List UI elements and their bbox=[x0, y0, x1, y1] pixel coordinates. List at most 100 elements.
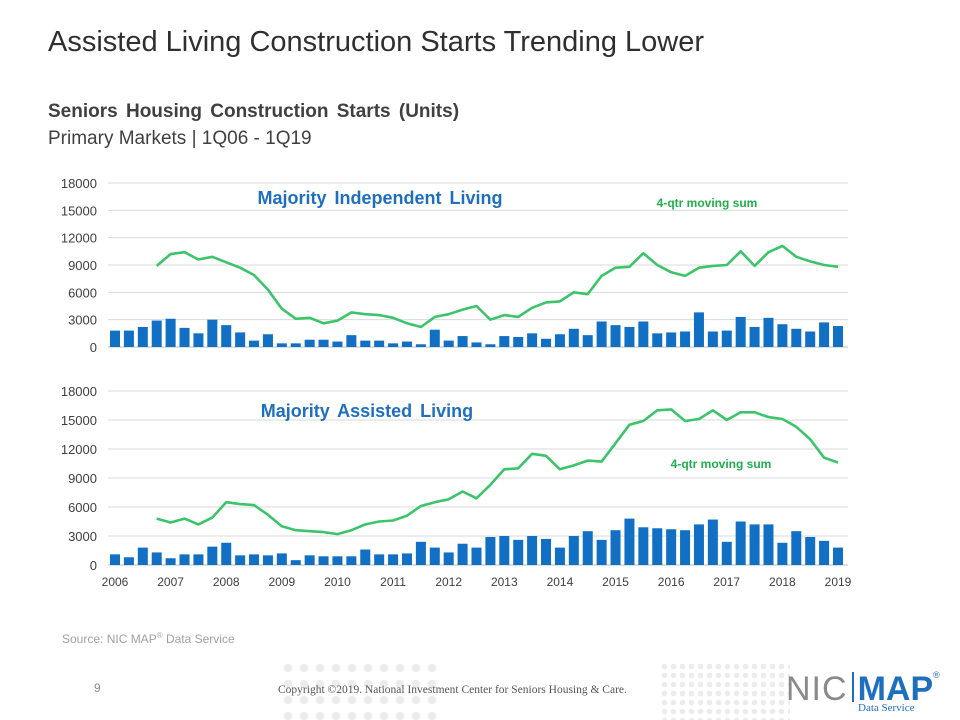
y-tick-label: 3000 bbox=[68, 529, 97, 544]
bar bbox=[304, 555, 315, 565]
bar bbox=[276, 343, 287, 347]
bar bbox=[388, 343, 399, 347]
bar bbox=[735, 521, 746, 565]
x-tick-label: 2012 bbox=[435, 575, 462, 589]
x-tick-label: 2009 bbox=[268, 575, 295, 589]
y-tick-label: 6000 bbox=[68, 285, 97, 300]
bar bbox=[763, 317, 774, 347]
bar bbox=[207, 319, 218, 347]
bar bbox=[610, 530, 621, 565]
bar bbox=[499, 336, 510, 347]
bar bbox=[290, 343, 301, 347]
y-tick-label: 3000 bbox=[68, 313, 97, 328]
bar bbox=[346, 335, 357, 347]
bar bbox=[819, 322, 830, 347]
bar bbox=[235, 332, 246, 347]
bar bbox=[707, 331, 718, 347]
y-tick-label: 12000 bbox=[61, 442, 97, 457]
bar bbox=[527, 333, 538, 347]
assisted-living-panel: 0 3000 6000 9000 12000 15000 18000 Majority Ass… bbox=[61, 384, 848, 573]
bar bbox=[749, 524, 760, 565]
bar bbox=[610, 325, 621, 347]
source-note: Source: NIC MAP® Data Service bbox=[62, 631, 235, 646]
y-tick-label: 12000 bbox=[61, 231, 97, 246]
bar bbox=[346, 556, 357, 565]
bar bbox=[693, 524, 704, 565]
panel-label: Majority Independent Living bbox=[257, 188, 502, 208]
bar bbox=[374, 340, 385, 347]
moving-sum-label: 4-qtr moving sum bbox=[671, 457, 772, 471]
x-tick-label: 2014 bbox=[547, 575, 574, 589]
bar bbox=[388, 554, 399, 565]
bar bbox=[290, 560, 301, 565]
bar bbox=[137, 547, 148, 565]
bar bbox=[527, 536, 538, 565]
bar bbox=[680, 331, 691, 347]
decorative-dots-left bbox=[280, 660, 440, 720]
bar bbox=[582, 531, 593, 565]
bar bbox=[207, 546, 218, 565]
bar bbox=[541, 538, 552, 565]
chart-title: Seniors Housing Construction Starts (Uni… bbox=[48, 101, 460, 122]
x-tick-label: 2016 bbox=[658, 575, 685, 589]
slide-title: Assisted Living Construction Starts Tren… bbox=[48, 26, 705, 58]
bar bbox=[262, 555, 273, 565]
bar bbox=[499, 536, 510, 565]
bar bbox=[221, 542, 232, 565]
bar bbox=[624, 326, 635, 347]
bar bbox=[666, 332, 677, 347]
bar bbox=[721, 330, 732, 347]
bar bbox=[193, 554, 204, 565]
independent-living-panel: 0 3000 6000 9000 12000 15000 18000 Majority Ind… bbox=[61, 176, 848, 355]
bar bbox=[568, 328, 579, 347]
bar bbox=[179, 327, 190, 347]
bar bbox=[554, 547, 565, 565]
logo-subtitle: Data Service bbox=[858, 702, 915, 714]
bar bbox=[568, 536, 579, 565]
copyright-notice: Copyright ©2019. National Investment Cen… bbox=[278, 684, 627, 696]
construction-starts-chart: 0 3000 6000 9000 12000 15000 18000 Majority Ind… bbox=[61, 176, 852, 589]
bar bbox=[429, 547, 440, 565]
x-tick-label: 2006 bbox=[102, 575, 129, 589]
bar bbox=[374, 554, 385, 565]
x-axis: 2006 2007 2008 2009 2010 2011 2012 2013 2014 2015… bbox=[102, 575, 852, 589]
bar bbox=[401, 553, 412, 565]
bar bbox=[401, 341, 412, 347]
x-tick-label: 2010 bbox=[324, 575, 351, 589]
bar bbox=[763, 524, 774, 565]
bar bbox=[721, 541, 732, 565]
bar bbox=[137, 326, 148, 347]
bar bbox=[193, 333, 204, 347]
bar bbox=[109, 554, 121, 565]
x-tick-label: 2018 bbox=[769, 575, 796, 589]
bar bbox=[707, 519, 718, 565]
bar bbox=[249, 554, 260, 565]
nic-map-logo: NIC MAP® bbox=[786, 670, 940, 708]
y-tick-label: 0 bbox=[90, 558, 97, 573]
bar bbox=[471, 547, 482, 565]
bar bbox=[485, 536, 496, 565]
y-tick-label: 18000 bbox=[61, 176, 97, 191]
x-tick-label: 2013 bbox=[491, 575, 518, 589]
bar bbox=[541, 338, 552, 347]
bar bbox=[471, 342, 482, 347]
bar bbox=[513, 336, 524, 347]
bar bbox=[249, 340, 260, 347]
bar bbox=[332, 341, 343, 347]
bar bbox=[638, 321, 649, 347]
bar bbox=[123, 330, 134, 347]
bar bbox=[680, 530, 691, 565]
bar bbox=[652, 333, 663, 347]
y-tick-label: 0 bbox=[90, 340, 97, 355]
bar bbox=[318, 339, 329, 347]
bar bbox=[151, 320, 162, 347]
bar bbox=[624, 518, 635, 565]
bar bbox=[832, 547, 844, 565]
y-tick-label: 18000 bbox=[61, 384, 97, 399]
bar bbox=[666, 529, 677, 565]
bar bbox=[318, 556, 329, 565]
bar bbox=[276, 553, 287, 565]
x-tick-label: 2017 bbox=[713, 575, 740, 589]
y-tick-label: 15000 bbox=[61, 413, 97, 428]
bar bbox=[735, 316, 746, 347]
